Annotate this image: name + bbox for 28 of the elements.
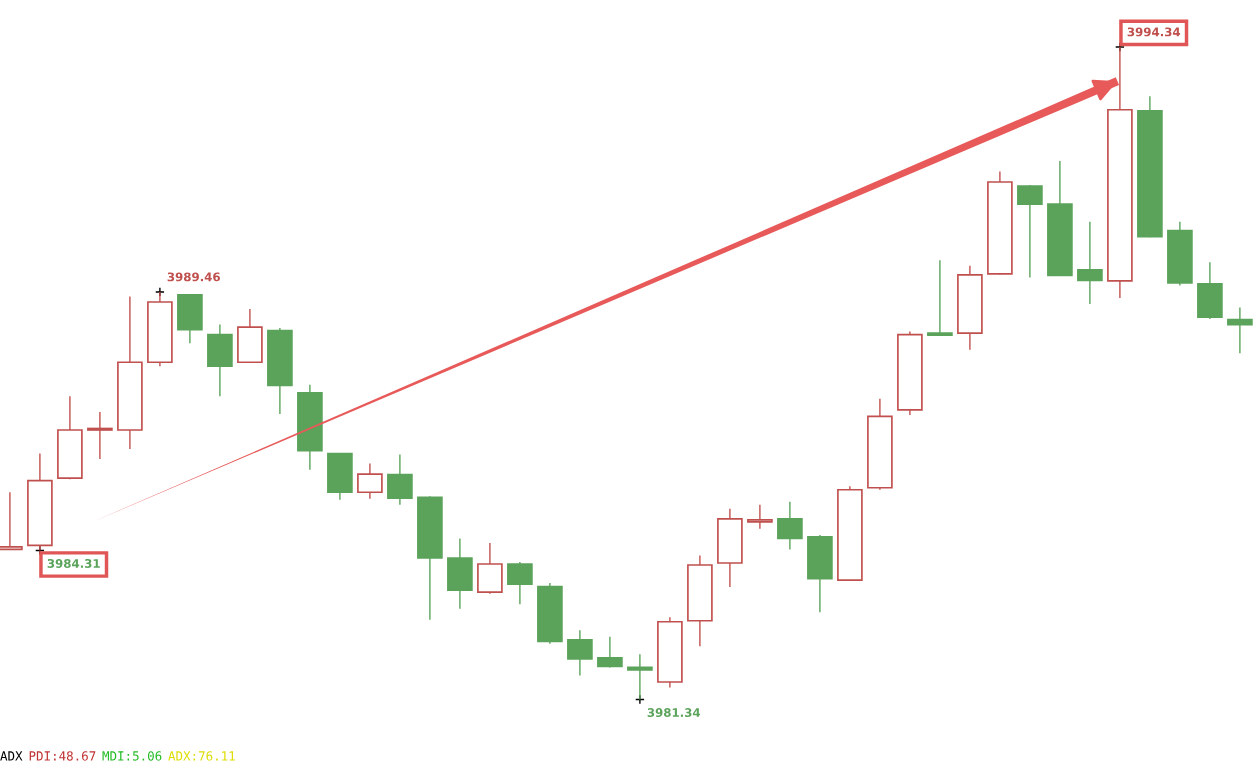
- annotation: 3984.31: [47, 559, 100, 568]
- candlestick: [357, 462, 383, 500]
- candlestick: [267, 327, 293, 415]
- candlestick: [207, 323, 233, 398]
- candlestick: [387, 453, 413, 506]
- text: MDI:5.06: [102, 751, 162, 761]
- candlestick: [1227, 306, 1253, 354]
- candlestick: [717, 508, 743, 588]
- candlestick: [447, 537, 473, 610]
- candlestick: [657, 616, 683, 689]
- candlestick: [297, 384, 323, 471]
- text: 3981.34: [647, 708, 701, 718]
- candlestick: [897, 330, 923, 416]
- candlestick: [537, 582, 563, 645]
- candlestick: [87, 411, 113, 460]
- candlestick: [747, 504, 773, 530]
- text: ADX: [0, 751, 23, 761]
- text: 3994.34: [1127, 27, 1181, 37]
- text: ADX:76.11: [168, 751, 235, 761]
- candlestick: [957, 265, 983, 351]
- candlestick: [687, 554, 713, 648]
- candlestick: [477, 542, 503, 595]
- candlestick: [117, 295, 143, 450]
- candlestick: [1077, 220, 1103, 305]
- candlestick: [567, 629, 593, 677]
- candlestick: [777, 501, 803, 551]
- annotation: 3989.46: [167, 272, 220, 282]
- text: PDI:48.67: [29, 751, 96, 761]
